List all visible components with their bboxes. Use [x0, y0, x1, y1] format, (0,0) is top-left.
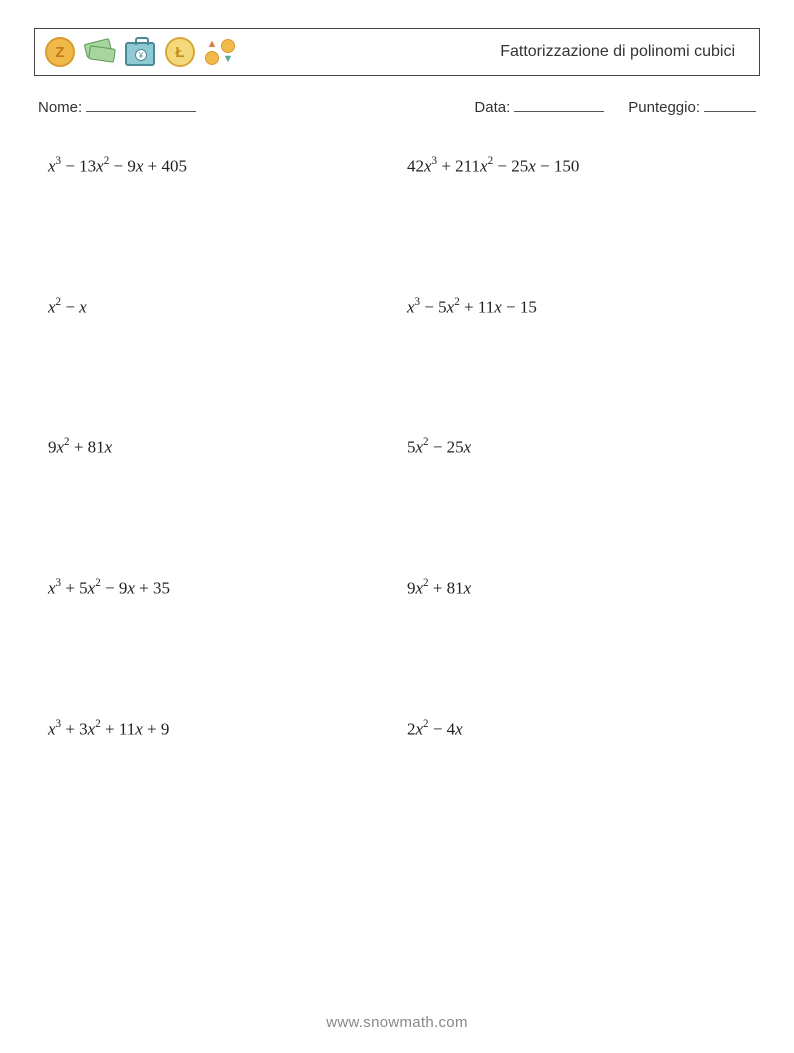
problem-3-left: x3 + 5x2 − 9x + 35	[48, 578, 387, 599]
name-field: Nome:	[38, 98, 196, 116]
problem-2-left: 9x2 + 81x	[48, 437, 387, 458]
meta-row: Nome: Data: Punteggio:	[34, 98, 760, 116]
problem-3-right: 9x2 + 81x	[407, 578, 746, 599]
date-label: Data:	[474, 99, 510, 116]
icon-strip: Z ¥ Ł ▲ ▼	[43, 35, 237, 69]
date-field: Data:	[474, 98, 604, 116]
worksheet-title: Fattorizzazione di polinomi cubici	[500, 43, 749, 61]
score-field: Punteggio:	[628, 98, 756, 116]
problem-1-right: x3 − 5x2 + 11x − 15	[407, 297, 746, 318]
problem-1-left: x2 − x	[48, 297, 387, 318]
name-label: Nome:	[38, 99, 82, 116]
briefcase-yen-icon: ¥	[123, 35, 157, 69]
score-blank[interactable]	[704, 98, 756, 112]
date-blank[interactable]	[514, 98, 604, 112]
problem-0-left: x3 − 13x2 − 9x + 405	[48, 156, 387, 177]
coin-z-icon: Z	[43, 35, 77, 69]
problem-0-right: 42x3 + 211x2 − 25x − 150	[407, 156, 746, 177]
score-label: Punteggio:	[628, 99, 700, 116]
header-box: Z ¥ Ł ▲ ▼ Fattorizzazione di polinomi cu…	[34, 28, 760, 76]
coin-l-icon: Ł	[163, 35, 197, 69]
cash-icon	[83, 35, 117, 69]
problems-grid: x3 − 13x2 − 9x + 405 42x3 + 211x2 − 25x −…	[34, 156, 760, 739]
coins-arrows-icon: ▲ ▼	[203, 35, 237, 69]
problem-4-right: 2x2 − 4x	[407, 719, 746, 740]
problem-4-left: x3 + 3x2 + 11x + 9	[48, 719, 387, 740]
problem-2-right: 5x2 − 25x	[407, 437, 746, 458]
name-blank[interactable]	[86, 98, 196, 112]
footer-url: www.snowmath.com	[0, 1014, 794, 1031]
